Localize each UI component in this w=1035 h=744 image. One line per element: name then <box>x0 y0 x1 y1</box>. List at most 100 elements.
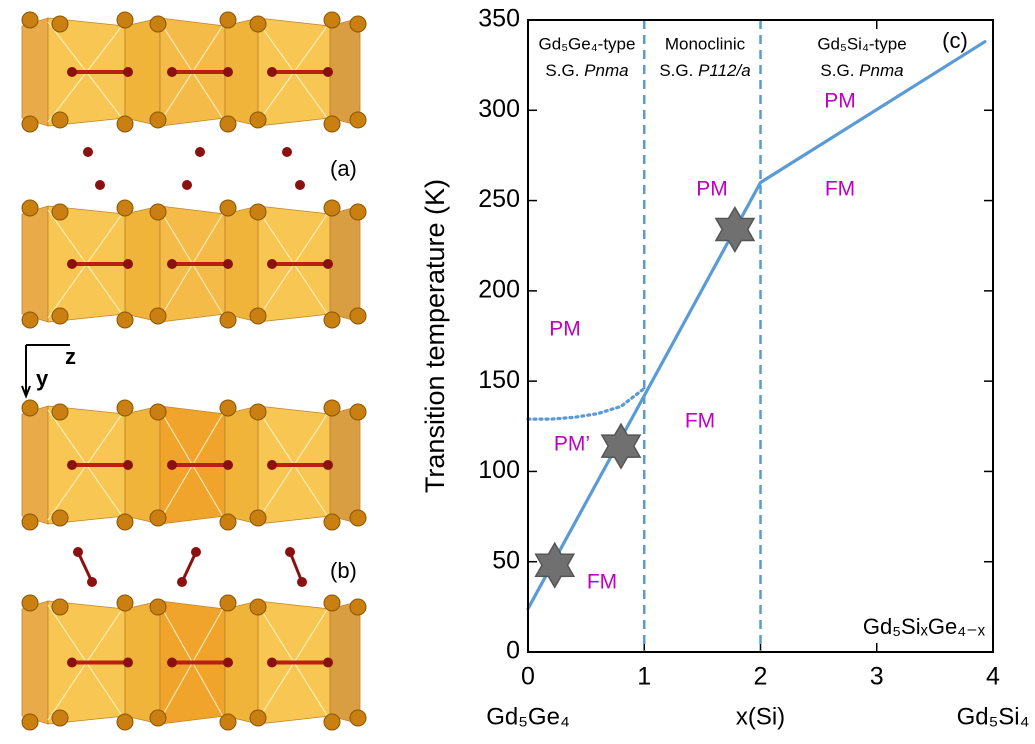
y-tick-label: 0 <box>506 637 520 665</box>
atom-gd <box>150 710 166 726</box>
phase-label: FM <box>587 571 617 594</box>
phase-label: FM <box>825 178 855 201</box>
atom-ge <box>95 180 105 190</box>
atom-gd <box>350 112 366 128</box>
atom-ge <box>323 259 333 269</box>
x-axis-label: x(Si) <box>736 703 785 730</box>
atom-gd <box>150 112 166 128</box>
y-tick-label: 300 <box>478 95 520 123</box>
dotted-line <box>528 388 644 419</box>
atom-ge <box>67 67 77 77</box>
y-tick-label: 350 <box>478 5 520 33</box>
atom-gd <box>117 200 133 216</box>
atom-ge <box>267 259 277 269</box>
atom-ge <box>295 180 305 190</box>
atom-ge <box>73 547 83 557</box>
space-group-prefix: S.G. <box>820 61 854 80</box>
atom-ge <box>323 67 333 77</box>
space-group-prefix: S.G. <box>659 61 693 80</box>
atom-ge <box>177 577 187 587</box>
space-group-prefix: S.G. <box>545 61 579 80</box>
atom-gd <box>52 204 68 220</box>
atom-ge <box>123 67 133 77</box>
x-tick-label: 4 <box>986 663 1000 691</box>
atom-ge <box>267 460 277 470</box>
atom-gd <box>117 714 133 730</box>
crystal-structures <box>22 12 366 730</box>
atom-gd <box>22 595 38 611</box>
y-tick-label: 200 <box>478 275 520 303</box>
atom-gd <box>250 308 266 324</box>
atom-gd <box>250 112 266 128</box>
atom-gd <box>250 204 266 220</box>
y-tick-label: 250 <box>478 185 520 213</box>
x-tick-label: 0 <box>521 663 535 691</box>
atom-gd <box>52 16 68 32</box>
atom-ge <box>223 658 233 668</box>
atom-gd <box>52 510 68 526</box>
region-title: Gd₅Ge₄-type <box>539 34 636 53</box>
atom-gd <box>220 12 236 28</box>
atom-gd <box>22 116 38 132</box>
atom-gd <box>150 204 166 220</box>
panel-label: (c) <box>942 28 968 53</box>
atom-ge <box>167 460 177 470</box>
phase-label: PM <box>696 178 728 201</box>
phase-label: PM <box>824 90 856 113</box>
atom-ge <box>167 67 177 77</box>
region-title: Monoclinic <box>665 34 746 53</box>
atom-ge <box>323 460 333 470</box>
atom-ge <box>83 147 93 157</box>
atom-gd <box>22 312 38 328</box>
atom-gd <box>22 400 38 416</box>
atom-ge <box>267 67 277 77</box>
atom-ge <box>123 259 133 269</box>
axis-letter: z <box>65 344 76 369</box>
atom-gd <box>150 308 166 324</box>
x-tick-label: 2 <box>754 663 768 691</box>
atom-ge <box>167 259 177 269</box>
atom-ge <box>67 658 77 668</box>
atom-ge <box>182 180 192 190</box>
atom-ge <box>285 547 295 557</box>
atom-gd <box>324 714 340 730</box>
region-space-group: S.G. Pnma <box>820 61 903 80</box>
atom-gd <box>117 514 133 530</box>
polyhedron-face <box>22 18 48 126</box>
atom-gd <box>324 514 340 530</box>
atom-gd <box>22 12 38 28</box>
atom-gd <box>350 710 366 726</box>
atom-gd <box>324 312 340 328</box>
atom-gd <box>350 16 366 32</box>
atom-gd <box>52 710 68 726</box>
atom-ge <box>123 460 133 470</box>
y-tick-label: 100 <box>478 456 520 484</box>
polyhedron-face <box>330 206 360 322</box>
atom-ge <box>195 147 205 157</box>
atom-gd <box>52 599 68 615</box>
y-tick-label: 150 <box>478 366 520 394</box>
atom-gd <box>22 514 38 530</box>
polyhedron-face <box>330 601 360 724</box>
x-end-label: Gd₅Si₄ <box>957 703 1030 730</box>
atom-gd <box>324 400 340 416</box>
polyhedron-face <box>22 406 48 524</box>
atom-ge <box>223 259 233 269</box>
atom-ge <box>67 460 77 470</box>
phase-label: FM <box>685 410 715 433</box>
phase-label: PM’ <box>554 433 590 456</box>
x-tick-label: 3 <box>870 663 884 691</box>
figure: (a) (b) y z 05010015020025030035001234Gd… <box>0 0 1035 739</box>
region-space-group: S.G. Pnma <box>545 61 628 80</box>
atom-gd <box>350 204 366 220</box>
atom-gd <box>250 16 266 32</box>
atom-gd <box>22 714 38 730</box>
atom-gd <box>350 404 366 420</box>
atom-ge <box>282 147 292 157</box>
atom-gd <box>220 595 236 611</box>
atom-gd <box>150 16 166 32</box>
atom-gd <box>52 308 68 324</box>
polyhedron-face <box>22 206 48 322</box>
space-group-name: Pnma <box>584 61 628 80</box>
